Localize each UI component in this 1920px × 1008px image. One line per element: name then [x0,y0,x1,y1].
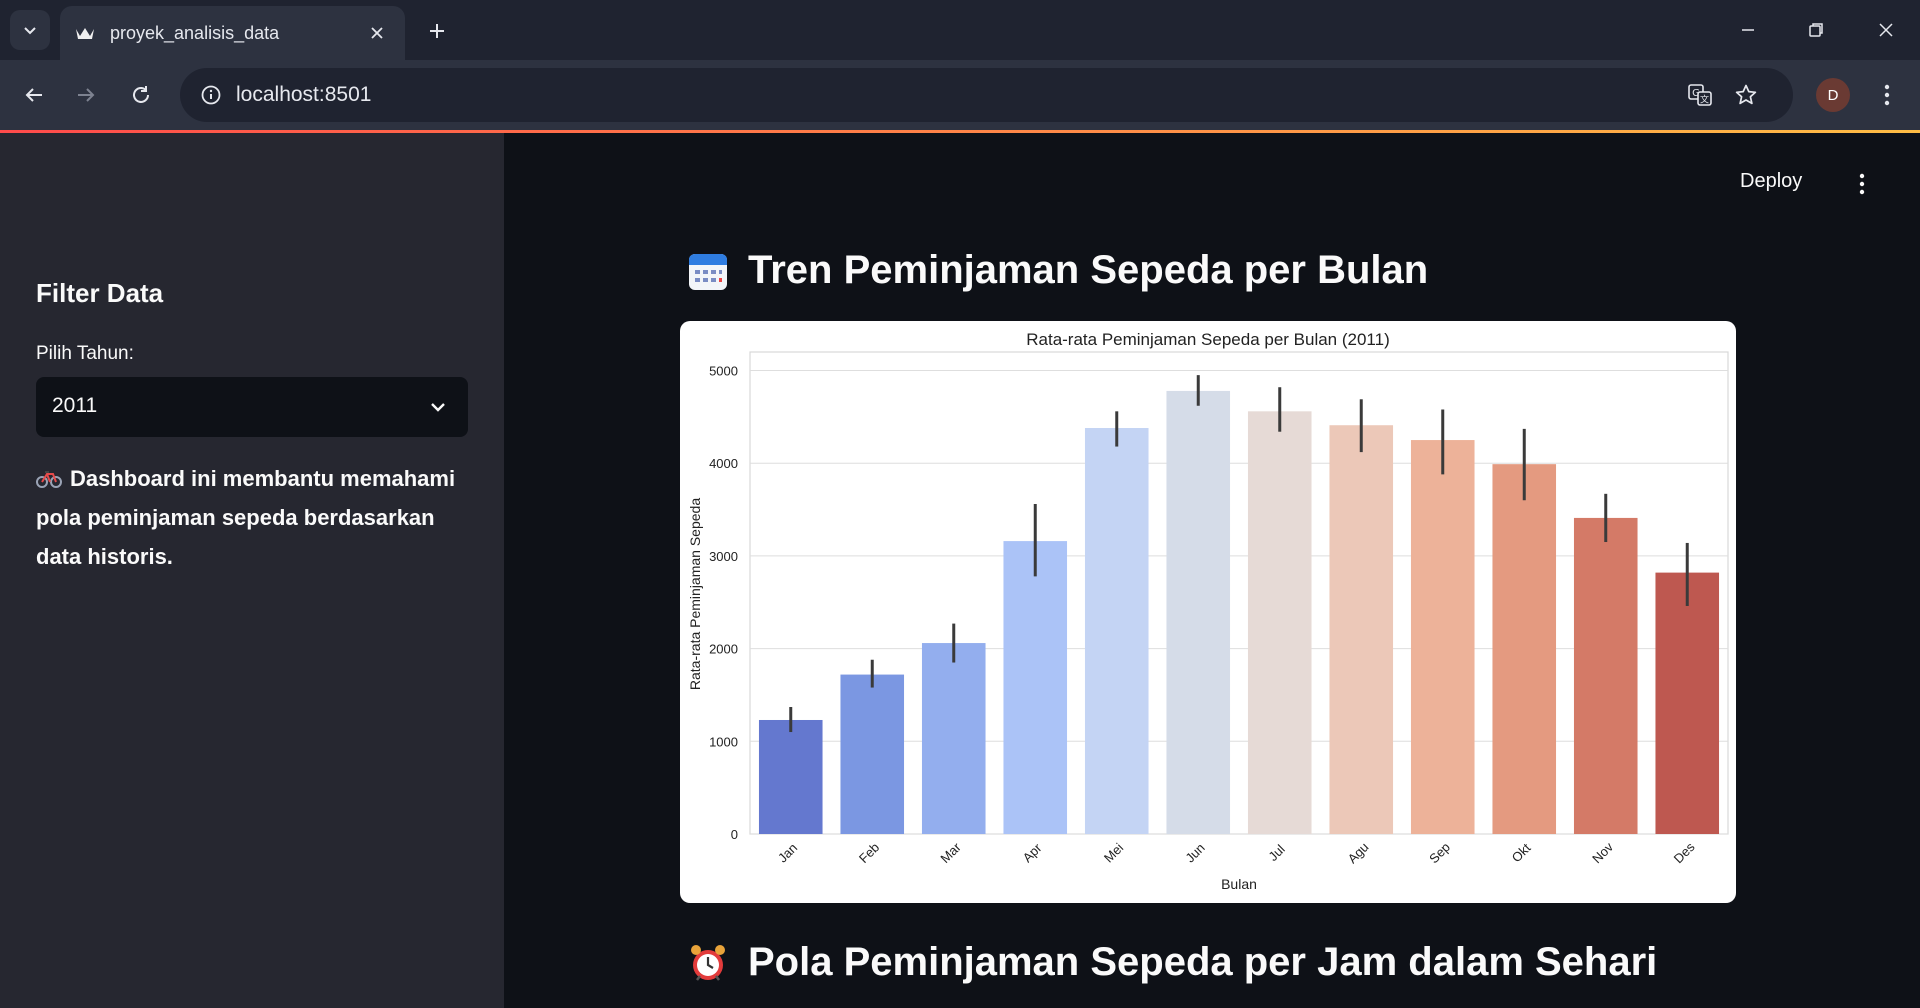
chart-ytick-label: 0 [731,827,738,842]
chart-xtick-label: Apr [1020,840,1045,865]
profile-avatar[interactable]: D [1816,78,1850,112]
url-text[interactable]: localhost:8501 [236,83,372,106]
plus-icon [430,24,444,38]
chevron-down-icon [24,27,36,35]
arrow-left-icon [25,88,42,102]
bicycle-icon [36,471,62,488]
minimize-button[interactable] [1728,10,1768,50]
more-vertical-icon [1859,173,1865,195]
app-menu-button[interactable] [1850,166,1874,202]
chart-bar [1410,440,1475,834]
chart-bar [1084,428,1149,834]
chart-ytick-label: 3000 [709,549,738,564]
monthly-chart: Rata-rata Peminjaman Sepeda per Bulan (2… [680,321,1736,903]
chart-xlabel: Bulan [1221,876,1257,892]
deploy-button[interactable]: Deploy [1740,170,1803,192]
bookmark-star-icon[interactable] [1729,78,1763,112]
chart-ylabel: Rata-rata Peminjaman Sepeda [687,498,703,690]
restore-icon [1809,23,1823,37]
chart-title: Rata-rata Peminjaman Sepeda per Bulan (2… [1026,330,1390,349]
forward-button[interactable] [66,75,106,115]
tab-title: proyek_analisis_data [110,22,280,43]
chart-bar [1003,541,1068,834]
browser-menu-button[interactable] [1872,75,1902,115]
chart-bar [1573,517,1638,834]
section-heading-monthly: Tren Peminjaman Sepeda per Bulan [686,248,1428,293]
section-heading-monthly-text: Tren Peminjaman Sepeda per Bulan [748,248,1429,292]
minimize-icon [1742,29,1754,31]
tab-search-button[interactable] [10,10,50,50]
chart-ytick-label: 5000 [709,364,738,379]
year-select-label: Pilih Tahun: [36,343,134,364]
chart-xtick-label: Agu [1345,839,1372,866]
chart-xtick-label: Jan [775,840,800,865]
chart-xtick-label: Jun [1182,840,1207,865]
reload-button[interactable] [121,75,161,115]
chart-bar [840,674,905,834]
browser-tab[interactable]: proyek_analisis_data [60,6,405,60]
chart-xtick-label: Mei [1101,840,1126,865]
chart-xtick-label: Mar [937,839,964,866]
more-vertical-icon [1884,84,1890,106]
chart-ytick-label: 2000 [709,642,738,657]
chart-xtick-label: Jul [1265,842,1287,864]
chart-xtick-label: Nov [1589,839,1616,866]
chart-ytick-label: 4000 [709,456,738,471]
chevron-down-icon [426,395,450,419]
section-heading-hourly-text: Pola Peminjaman Sepeda per Jam dalam Seh… [748,940,1658,984]
chart-xtick-label: Feb [856,840,882,866]
sidebar: Filter Data Pilih Tahun: 2011 Dashboard … [0,133,504,1008]
browser-tabstrip: proyek_analisis_data [0,0,1920,60]
chart-bar [1655,572,1720,834]
chart-bar [1247,411,1312,834]
streamlit-crown-icon [74,22,96,44]
back-button[interactable] [14,75,54,115]
streamlit-decoration-bar [0,130,1920,133]
alarm-clock-icon [686,941,730,985]
chart-bar [758,719,823,834]
reload-icon [133,86,149,103]
chart-xtick-label: Sep [1426,839,1453,866]
close-window-button[interactable] [1866,10,1906,50]
chart-bar [921,643,986,834]
svg-text:文: 文 [1700,94,1709,106]
restore-button[interactable] [1796,10,1836,50]
sidebar-title: Filter Data [36,278,164,308]
chart-xtick-label: Des [1671,839,1698,866]
site-info-icon[interactable] [194,78,228,112]
year-select[interactable]: 2011 [36,377,468,437]
sidebar-description: Dashboard ini membantu memahami pola pem… [36,459,476,576]
calendar-icon [686,249,730,293]
chart-xtick-label: Okt [1509,840,1534,865]
sidebar-description-text: Dashboard ini membantu memahami pola pem… [36,466,456,569]
profile-initial: D [1827,86,1839,104]
chart-bar [1166,390,1231,834]
section-heading-hourly: Pola Peminjaman Sepeda per Jam dalam Seh… [686,940,1657,985]
arrow-right-icon [78,88,95,102]
monthly-bar-chart: Rata-rata Peminjaman Sepeda per Bulan (2… [687,330,1729,892]
close-tab-icon[interactable] [363,19,391,47]
chart-bar [1329,425,1394,834]
svg-text:G: G [1692,88,1700,99]
chart-bar [1492,464,1557,834]
close-icon [1879,23,1893,37]
year-select-value: 2011 [52,394,98,417]
chart-ytick-label: 1000 [709,734,738,749]
new-tab-button[interactable] [420,14,454,48]
